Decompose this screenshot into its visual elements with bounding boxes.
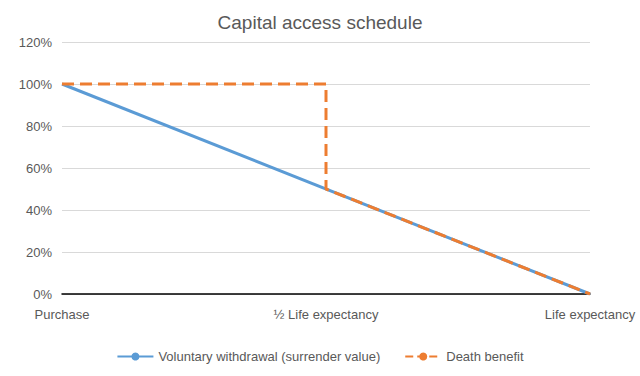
svg-text:40%: 40% bbox=[26, 203, 52, 218]
svg-text:120%: 120% bbox=[19, 35, 53, 50]
svg-text:Voluntary withdrawal (surrende: Voluntary withdrawal (surrender value) bbox=[158, 349, 380, 364]
svg-text:Death benefit: Death benefit bbox=[446, 349, 524, 364]
svg-text:100%: 100% bbox=[19, 77, 53, 92]
svg-text:60%: 60% bbox=[26, 161, 52, 176]
svg-text:Purchase: Purchase bbox=[35, 307, 90, 322]
svg-text:½ Life expectancy: ½ Life expectancy bbox=[274, 307, 379, 322]
svg-text:Life expectancy: Life expectancy bbox=[545, 307, 636, 322]
svg-text:20%: 20% bbox=[26, 245, 52, 260]
svg-text:80%: 80% bbox=[26, 119, 52, 134]
svg-text:Capital access schedule: Capital access schedule bbox=[218, 12, 423, 33]
svg-text:0%: 0% bbox=[33, 287, 52, 302]
